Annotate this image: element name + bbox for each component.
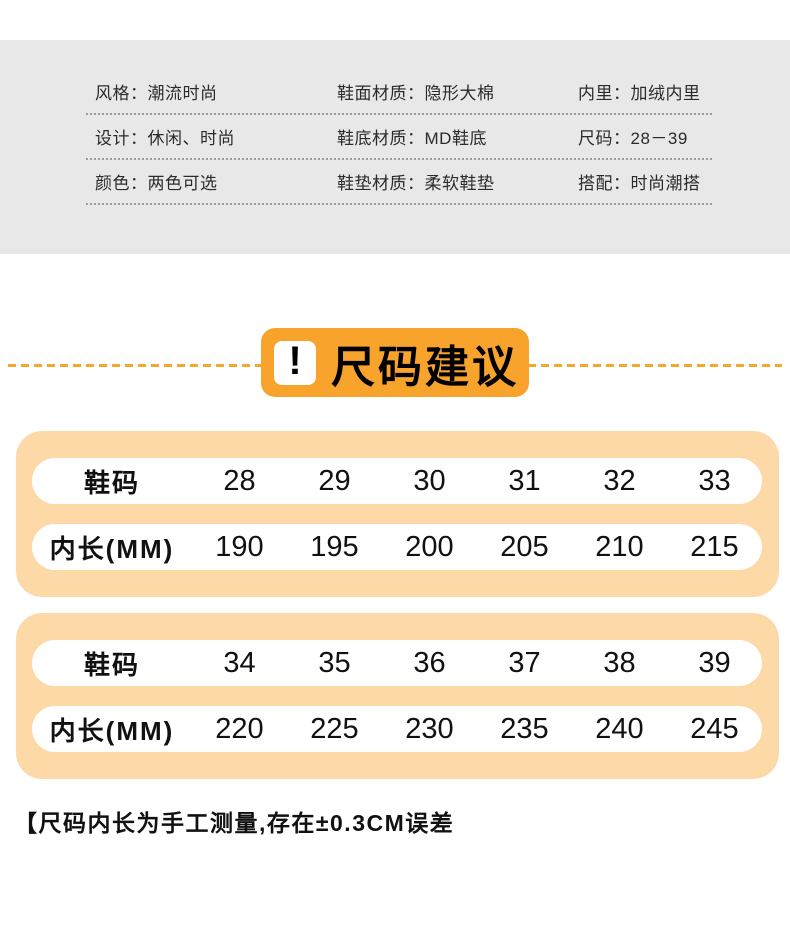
length-cell: 190 bbox=[215, 530, 264, 563]
spec-upper-material: 鞋面材质：隐形大棉 bbox=[337, 84, 495, 103]
table-row-shoe-size: 鞋码 34 35 36 37 38 39 bbox=[32, 640, 762, 686]
length-cell: 200 bbox=[405, 530, 454, 563]
spec-style: 风格：潮流时尚 bbox=[95, 84, 218, 103]
length-cell: 205 bbox=[500, 530, 549, 563]
size-cell: 37 bbox=[508, 646, 541, 679]
table-row-shoe-size: 鞋码 28 29 30 31 32 33 bbox=[32, 458, 762, 504]
size-cell: 34 bbox=[223, 646, 256, 679]
spec-design: 设计：休闲、时尚 bbox=[95, 129, 235, 148]
length-cell: 235 bbox=[500, 712, 549, 745]
size-table-1: 鞋码 28 29 30 31 32 33 内长(MM) 190 195 200 … bbox=[16, 431, 779, 597]
measurement-note: 【尺码内长为手工测量,存在±0.3CM误差 bbox=[14, 810, 455, 836]
size-cell: 39 bbox=[698, 646, 731, 679]
size-cell: 36 bbox=[413, 646, 446, 679]
spec-size-range: 尺码：28－39 bbox=[578, 129, 688, 148]
length-cell: 240 bbox=[595, 712, 644, 745]
size-cell: 38 bbox=[603, 646, 636, 679]
section-title: 尺码建议 bbox=[331, 342, 519, 392]
spec-sole-material: 鞋底材质：MD鞋底 bbox=[337, 129, 487, 148]
table-row-inner-length: 内长(MM) 220 225 230 235 240 245 bbox=[32, 706, 762, 752]
size-table-2: 鞋码 34 35 36 37 38 39 内长(MM) 220 225 230 … bbox=[16, 613, 779, 779]
length-cell: 225 bbox=[310, 712, 359, 745]
row-header: 内长(MM) bbox=[49, 533, 175, 564]
size-cell: 33 bbox=[698, 464, 731, 497]
product-specs-band: 风格：潮流时尚 鞋面材质：隐形大棉 内里：加绒内里 设计：休闲、时尚 鞋底材质：… bbox=[0, 40, 790, 254]
length-cell: 245 bbox=[690, 712, 739, 745]
table-row-inner-length: 内长(MM) 190 195 200 205 210 215 bbox=[32, 524, 762, 570]
spec-row: 风格：潮流时尚 鞋面材质：隐形大棉 内里：加绒内里 bbox=[86, 70, 712, 115]
size-suggestion-banner: ! 尺码建议 bbox=[261, 328, 529, 397]
size-cell: 31 bbox=[508, 464, 541, 497]
length-cell: 230 bbox=[405, 712, 454, 745]
length-cell: 220 bbox=[215, 712, 264, 745]
length-cell: 195 bbox=[310, 530, 359, 563]
row-header: 内长(MM) bbox=[49, 715, 175, 746]
spec-insole-material: 鞋垫材质：柔软鞋垫 bbox=[337, 174, 495, 193]
spec-match: 搭配：时尚潮搭 bbox=[578, 174, 701, 193]
size-cell: 29 bbox=[318, 464, 351, 497]
spec-color: 颜色：两色可选 bbox=[95, 174, 218, 193]
exclamation-icon: ! bbox=[274, 340, 316, 385]
size-cell: 28 bbox=[223, 464, 256, 497]
spec-row: 颜色：两色可选 鞋垫材质：柔软鞋垫 搭配：时尚潮搭 bbox=[86, 160, 712, 205]
spec-row: 设计：休闲、时尚 鞋底材质：MD鞋底 尺码：28－39 bbox=[86, 115, 712, 160]
row-header: 鞋码 bbox=[83, 467, 140, 498]
spec-lining: 内里：加绒内里 bbox=[578, 84, 701, 103]
length-cell: 210 bbox=[595, 530, 644, 563]
size-cell: 32 bbox=[603, 464, 636, 497]
size-cell: 35 bbox=[318, 646, 351, 679]
size-suggestion-section-header: ! 尺码建议 bbox=[0, 328, 790, 397]
length-cell: 215 bbox=[690, 530, 739, 563]
size-cell: 30 bbox=[413, 464, 446, 497]
row-header: 鞋码 bbox=[83, 649, 140, 680]
